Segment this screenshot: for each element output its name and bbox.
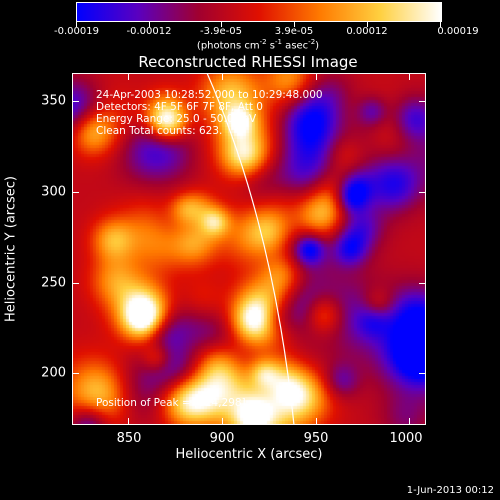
x-axis-tick — [128, 418, 129, 425]
colorbar-tick-label: -0.00019 — [54, 26, 99, 37]
limb-overlay — [206, 73, 295, 425]
y-axis-tick — [72, 101, 79, 102]
colorbar-tick — [294, 21, 295, 27]
heatmap-plot: 24-Apr-2003 10:28:52.000 to 10:29:48.000… — [72, 73, 426, 425]
image-title: Reconstructed RHESSI Image — [138, 53, 358, 71]
y-axis-title: Heliocentric Y (arcsec) — [3, 176, 19, 322]
colorbar-tick-label: 0.00012 — [346, 26, 388, 37]
y-axis-tick — [72, 283, 79, 284]
x-axis-title: Heliocentric X (arcsec) — [175, 447, 323, 462]
energy-range-label: Energy Range: 25.0 - 50.0 keV — [96, 113, 257, 125]
plot-date: 1-Jun-2013 00:12 — [406, 485, 494, 496]
colorbar-tick — [76, 21, 77, 27]
colorbar-tick — [221, 21, 222, 27]
x-axis-tick — [222, 418, 223, 425]
y-axis-tick — [72, 373, 79, 374]
y-axis-tick-label: 350 — [41, 93, 66, 109]
time-range-label: 24-Apr-2003 10:28:52.000 to 10:29:48.000 — [96, 89, 323, 101]
peak-position-label: Position of Peak = [824,298] — [96, 397, 246, 409]
x-axis-tick — [316, 73, 317, 80]
x-axis-tick-label: 1000 — [389, 431, 423, 446]
y-axis-tick — [419, 373, 426, 374]
colorbar-tick-label: -0.00012 — [126, 26, 172, 37]
y-axis-tick — [419, 283, 426, 284]
colorbar-tick — [440, 21, 441, 27]
colorbar-tick — [367, 21, 368, 27]
colorbar-tick-label: 3.9e-05 — [274, 26, 314, 37]
y-axis-tick — [419, 192, 426, 193]
colorbar-tick — [149, 21, 150, 27]
colorbar-tick-label: -3.9e-05 — [200, 26, 242, 37]
y-axis-tick-label: 200 — [41, 365, 66, 381]
y-axis-tick-label: 250 — [41, 275, 66, 291]
y-axis-tick — [72, 192, 79, 193]
heatmap-canvas — [72, 73, 426, 425]
x-axis-tick — [128, 73, 129, 80]
x-axis-tick-label: 900 — [209, 431, 235, 446]
method-label: Clean Total counts: 623. — [96, 125, 223, 137]
x-axis-tick — [316, 418, 317, 425]
x-axis-tick-label: 950 — [303, 431, 329, 446]
y-axis-tick-label: 300 — [41, 184, 66, 200]
colorbar-units: (photons cm-2 s-1 asec-2) — [196, 38, 320, 52]
colorbar-tick-label: 0.00019 — [437, 26, 479, 37]
x-axis-tick-label: 850 — [116, 431, 142, 446]
colorbar — [76, 2, 442, 22]
x-axis-tick — [409, 418, 410, 425]
y-axis-tick — [419, 101, 426, 102]
detectors-label: Detectors: 4F 5F 6F 7F 8F, Att 0 — [96, 101, 263, 113]
x-axis-tick — [409, 73, 410, 80]
solar-limb-line — [206, 73, 295, 425]
x-axis-tick — [222, 73, 223, 80]
